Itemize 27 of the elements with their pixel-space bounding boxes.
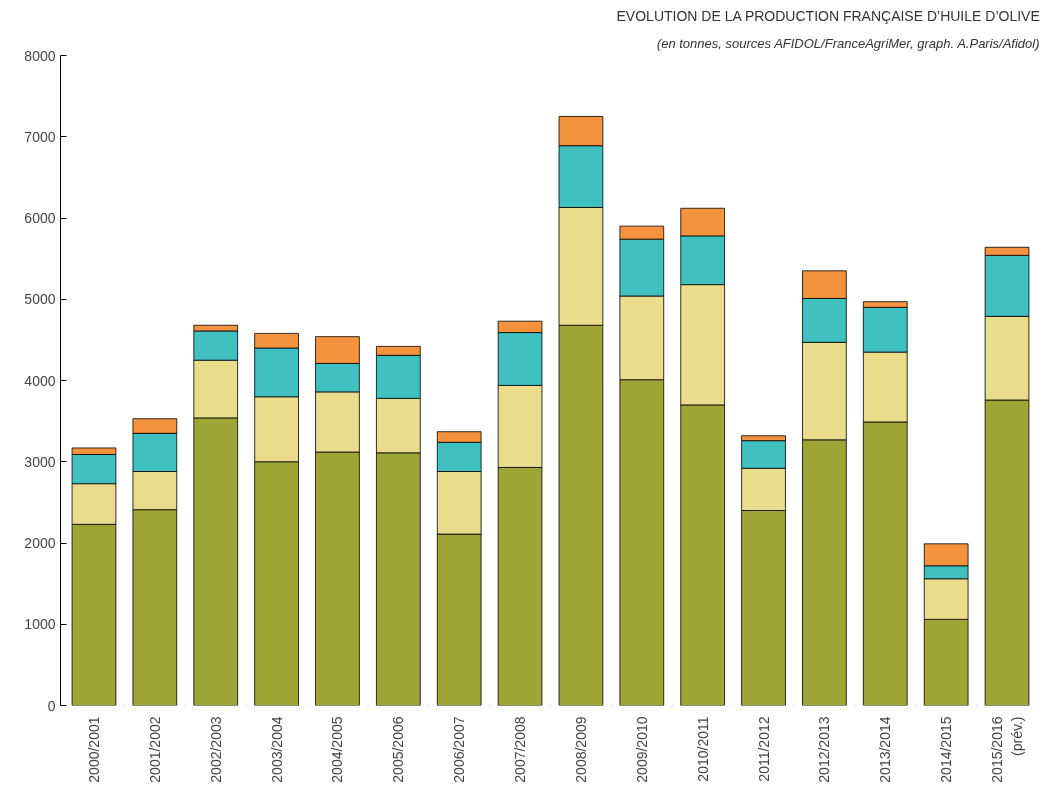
x-tick-label: 2014/2015 <box>938 716 955 783</box>
x-tick-label: 2002/2003 <box>207 716 224 783</box>
y-tick-label: 2000 <box>24 535 56 551</box>
y-tick-label: 7000 <box>24 128 56 145</box>
x-tick-label: 2008/2009 <box>572 716 589 783</box>
x-tick-label: 2003/2004 <box>268 716 285 783</box>
x-tick-label: 2007/2008 <box>512 716 529 783</box>
x-tick-label: 2006/2007 <box>451 716 468 783</box>
x-tick-label: 2009/2010 <box>633 716 650 783</box>
x-tick-label: 2005/2006 <box>390 716 407 783</box>
y-tick-label: 1000 <box>24 616 56 633</box>
y-tick-label: 8000 <box>24 47 56 64</box>
x-tick-label: 2013/2014 <box>877 716 894 783</box>
x-tick-label: 2001/2002 <box>146 716 163 783</box>
y-tick-label: 6000 <box>24 210 56 226</box>
y-tick-label: 0 <box>47 697 56 714</box>
chart-title: EVOLUTION DE LA PRODUCTION FRANÇAISE D’HUILE D’OLIVE <box>616 7 1040 24</box>
y-tick-label: 4000 <box>24 372 56 389</box>
x-tick-label: 2004/2005 <box>329 716 346 783</box>
x-tick-label: 2011/2012 <box>755 716 772 782</box>
x-tick-label: 2012/2013 <box>816 716 833 783</box>
y-tick-label: 3000 <box>24 453 56 470</box>
y-tick-label: 5000 <box>24 291 56 308</box>
x-tick-label: 2015/2016 (prév.) <box>989 716 1025 783</box>
chart-subtitle: (en tonnes, sources AFIDOL/FranceAgriMer, graph. A.Paris/Afidol) <box>656 35 1040 51</box>
x-tick-label: 2010/2011 <box>694 716 711 782</box>
x-tick-label: 2000/2001 <box>85 716 102 783</box>
